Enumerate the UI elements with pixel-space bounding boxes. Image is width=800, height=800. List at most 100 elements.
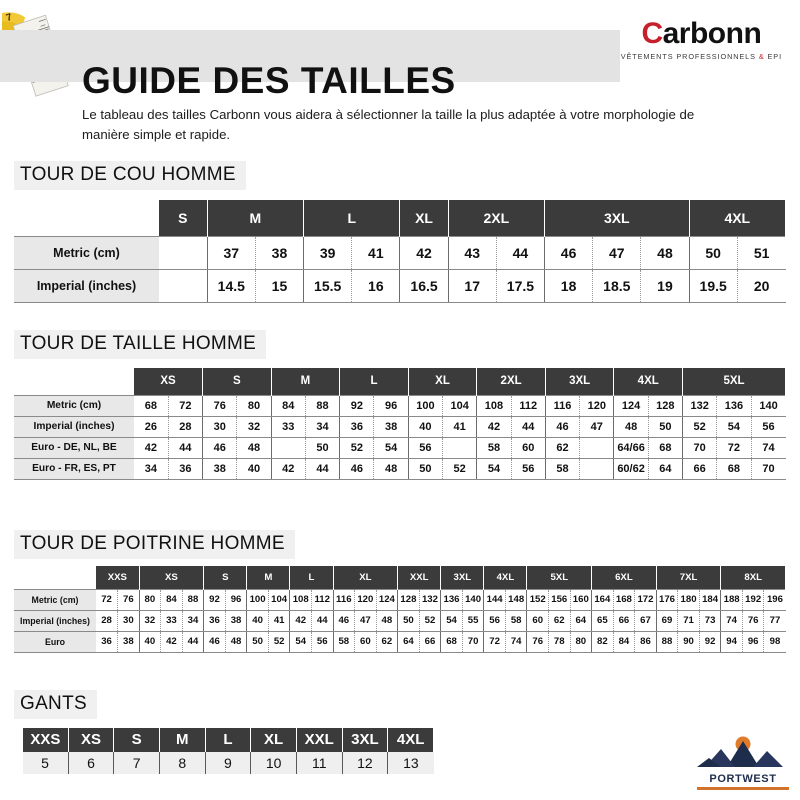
gloves-size-header-m: M xyxy=(158,727,206,752)
table-cell: 80 xyxy=(236,394,272,417)
table-cell: 34 xyxy=(305,415,341,438)
table-cell: 17.5 xyxy=(496,268,546,303)
size-header-4xl: 4XL xyxy=(483,566,528,589)
carbonn-name-rest: arbonn xyxy=(662,17,762,50)
table-cell: 136 xyxy=(440,588,463,611)
table-cell: 76 xyxy=(202,394,238,417)
table-cell: 124 xyxy=(613,394,649,417)
table-cell: 38 xyxy=(255,235,305,270)
gloves-value-cell: 13 xyxy=(387,751,434,774)
table-cell: 19 xyxy=(640,268,690,303)
table-cell: 42 xyxy=(134,436,169,459)
table-cell: 58 xyxy=(333,630,356,653)
table-cell: 80 xyxy=(570,630,593,653)
table-cell: 54 xyxy=(440,609,463,632)
size-header-m: M xyxy=(207,200,305,236)
carbonn-wordmark: Carbonn xyxy=(621,18,782,50)
gloves-value-row: 5 6 7 8 9 10 11 12 13 xyxy=(22,751,434,774)
table-cell: 70 xyxy=(462,630,485,653)
table-cell: 38 xyxy=(202,457,238,480)
table-row: Euro - FR, ES, PT 34 36 38 40 42 44 46 48 50 52 54 5… xyxy=(14,457,786,480)
table-cell: 74 xyxy=(720,609,743,632)
table-cell: 62 xyxy=(545,436,581,459)
intro-paragraph: Le tableau des tailles Carbonn vous aide… xyxy=(82,107,695,143)
table-cell: 112 xyxy=(311,588,334,611)
table-cell: 52 xyxy=(268,630,291,653)
size-header-5xl: 5XL xyxy=(526,566,593,589)
table-row: Metric (cm) 37 38 39 41 42 43 44 46 47 48 50 51 xyxy=(14,235,786,270)
table-cell: 42 xyxy=(271,457,306,480)
table-cell: 140 xyxy=(462,588,485,611)
row-label: Imperial (inches) xyxy=(14,609,96,632)
table-cell: 51 xyxy=(737,235,786,270)
table-cell: 17 xyxy=(448,268,497,303)
table-cell: 108 xyxy=(476,394,512,417)
size-header-l: L xyxy=(289,566,334,589)
table-cell: 36 xyxy=(203,609,226,632)
gloves-size-header-3xl: 3XL xyxy=(341,727,389,752)
table-cell: 140 xyxy=(751,394,786,417)
row-label: Euro - DE, NL, BE xyxy=(14,436,134,459)
svg-text:7: 7 xyxy=(5,12,14,24)
table-row: Euro - DE, NL, BE 42 44 46 48 50 52 54 56 58 60 62 6… xyxy=(14,436,786,459)
row-label: Imperial (inches) xyxy=(14,268,159,303)
table-cell: 42 xyxy=(289,609,312,632)
table-cell: 20 xyxy=(737,268,786,303)
table-cell: 84 xyxy=(613,630,636,653)
gloves-size-header-s: S xyxy=(113,727,160,752)
table-cell: 40 xyxy=(246,609,269,632)
table-cell: 94 xyxy=(720,630,743,653)
table-row: Imperial (inches) 26 28 30 32 33 34 36 38 40 41 42 4… xyxy=(14,415,786,438)
table-cell: 70 xyxy=(751,457,786,480)
table-cell: 96 xyxy=(742,630,765,653)
table-cell: 164 xyxy=(591,588,614,611)
table-cell: 64 xyxy=(397,630,420,653)
table-cell: 54 xyxy=(716,415,752,438)
table-cell: 46 xyxy=(339,457,375,480)
table-row: Imperial (inches) 14.5 15 15.5 16 16.5 17 17.5 1… xyxy=(14,268,786,303)
page-title: GUIDE DES TAILLES xyxy=(82,59,456,101)
table-cell xyxy=(579,457,615,480)
table-cell: 46 xyxy=(203,630,226,653)
table-cell: 72 xyxy=(168,394,204,417)
table-cell: 38 xyxy=(373,415,409,438)
portwest-mountain-icon xyxy=(697,736,783,767)
table-cell: 74 xyxy=(505,630,528,653)
row-label: Metric (cm) xyxy=(14,588,96,611)
table-cell: 73 xyxy=(699,609,722,632)
size-header-3xl: 3XL xyxy=(544,200,690,236)
section-title-neck: TOUR DE COU HOMME xyxy=(14,161,246,190)
table-cell xyxy=(159,268,208,303)
table-cell: 76 xyxy=(117,588,140,611)
table-cell: 52 xyxy=(442,457,478,480)
table-cell: 16 xyxy=(351,268,401,303)
gloves-value-cell: 11 xyxy=(296,751,343,774)
row-label: Metric (cm) xyxy=(14,394,134,417)
size-header-7xl: 7XL xyxy=(656,566,722,589)
table-cell: 44 xyxy=(311,609,334,632)
table-cell: 62 xyxy=(548,609,571,632)
table-cell: 32 xyxy=(236,415,272,438)
table-cell: 16.5 xyxy=(399,268,449,303)
table-cell: 40 xyxy=(236,457,272,480)
table-cell: 86 xyxy=(634,630,657,653)
table-cell: 60 xyxy=(354,630,377,653)
waist-table-body: XS S M L XL 2XL 3XL 4XL 5XL Metric (cm) 68 72 76 80 84… xyxy=(14,368,786,480)
table-cell: 14.5 xyxy=(207,268,256,303)
table-cell: 50 xyxy=(397,609,420,632)
table-cell: 67 xyxy=(634,609,657,632)
table-cell: 55 xyxy=(462,609,485,632)
table-cell: 184 xyxy=(699,588,722,611)
table-cell: 46 xyxy=(544,235,594,270)
table-cell: 38 xyxy=(225,609,248,632)
table-cell: 56 xyxy=(483,609,506,632)
table-cell: 44 xyxy=(168,436,204,459)
size-header-6xl: 6XL xyxy=(591,566,657,589)
table-cell: 36 xyxy=(339,415,375,438)
tagline-ampersand: & xyxy=(758,52,765,61)
table-cell: 52 xyxy=(339,436,375,459)
table-cell: 40 xyxy=(139,630,162,653)
table-cell: 44 xyxy=(305,457,341,480)
table-cell: 100 xyxy=(408,394,444,417)
table-cell: 92 xyxy=(203,588,226,611)
